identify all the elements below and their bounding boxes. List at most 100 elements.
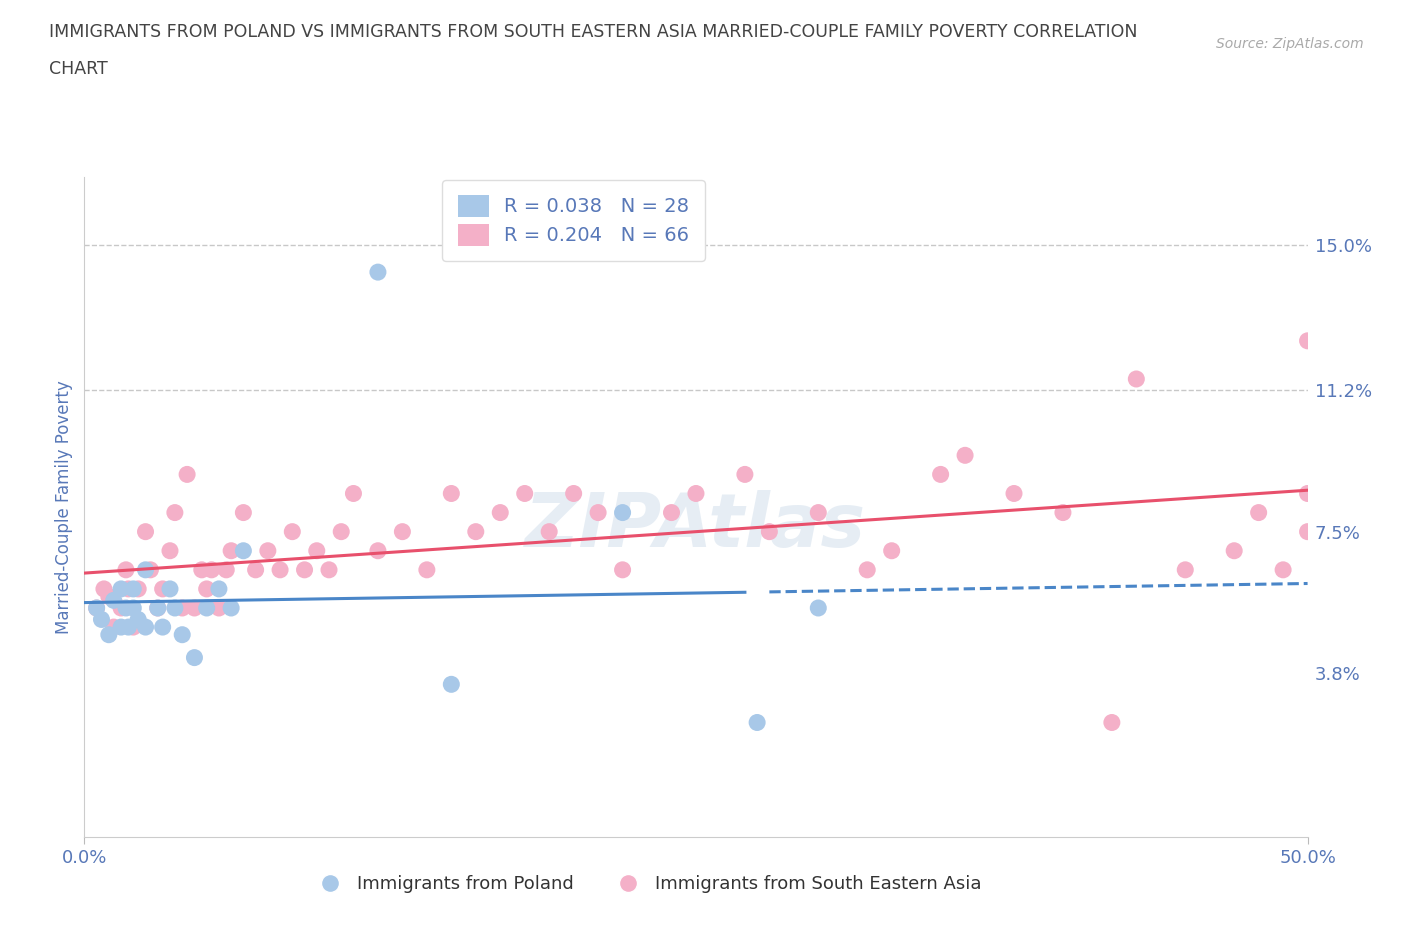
Point <box>159 581 181 596</box>
Point <box>538 525 561 539</box>
Point <box>232 543 254 558</box>
Point <box>110 619 132 634</box>
Point <box>612 505 634 520</box>
Point <box>172 601 194 616</box>
Point <box>139 563 162 578</box>
Point <box>115 563 138 578</box>
Point <box>747 715 769 730</box>
Point <box>195 581 218 596</box>
Point <box>110 581 132 596</box>
Point <box>97 627 120 642</box>
Point <box>281 525 304 539</box>
Point <box>440 486 463 501</box>
Point <box>562 486 585 501</box>
Point <box>1296 525 1319 539</box>
Point <box>86 601 108 616</box>
Text: CHART: CHART <box>49 60 108 78</box>
Point <box>219 543 242 558</box>
Point <box>163 505 186 520</box>
Point <box>97 589 120 604</box>
Point <box>1052 505 1074 520</box>
Point <box>318 563 340 578</box>
Point <box>191 563 214 578</box>
Point <box>1296 486 1319 501</box>
Point <box>416 563 439 578</box>
Point <box>146 601 169 616</box>
Point <box>176 467 198 482</box>
Point <box>110 601 132 616</box>
Point <box>367 265 389 280</box>
Point <box>90 612 112 627</box>
Point <box>929 467 952 482</box>
Point <box>245 563 267 578</box>
Point <box>215 563 238 578</box>
Point <box>195 601 218 616</box>
Point <box>115 601 138 616</box>
Point <box>127 612 149 627</box>
Point <box>734 467 756 482</box>
Point <box>86 601 108 616</box>
Point <box>93 581 115 596</box>
Point <box>513 486 536 501</box>
Point <box>880 543 903 558</box>
Point <box>103 619 125 634</box>
Point <box>152 619 174 634</box>
Point <box>135 619 157 634</box>
Point <box>200 563 222 578</box>
Point <box>152 581 174 596</box>
Point <box>219 601 242 616</box>
Point <box>163 601 186 616</box>
Text: ZIPAtlas: ZIPAtlas <box>526 490 866 564</box>
Point <box>440 677 463 692</box>
Point <box>807 601 830 616</box>
Point <box>953 448 976 463</box>
Point <box>208 581 231 596</box>
Point <box>612 563 634 578</box>
Point <box>1002 486 1025 501</box>
Point <box>294 563 316 578</box>
Point <box>172 627 194 642</box>
Point <box>117 619 139 634</box>
Y-axis label: Married-Couple Family Poverty: Married-Couple Family Poverty <box>55 380 73 633</box>
Point <box>391 525 413 539</box>
Point <box>122 601 145 616</box>
Point <box>1125 372 1147 387</box>
Text: IMMIGRANTS FROM POLAND VS IMMIGRANTS FROM SOUTH EASTERN ASIA MARRIED-COUPLE FAMI: IMMIGRANTS FROM POLAND VS IMMIGRANTS FRO… <box>49 23 1137 41</box>
Point <box>159 543 181 558</box>
Point <box>135 563 157 578</box>
Point <box>269 563 291 578</box>
Point <box>183 650 205 665</box>
Point <box>183 601 205 616</box>
Point <box>1309 467 1331 482</box>
Point <box>1296 333 1319 348</box>
Point <box>1247 505 1270 520</box>
Point <box>464 525 486 539</box>
Point <box>1174 563 1197 578</box>
Point <box>1101 715 1123 730</box>
Point <box>122 619 145 634</box>
Point <box>305 543 328 558</box>
Point <box>232 505 254 520</box>
Point <box>117 581 139 596</box>
Legend: Immigrants from Poland, Immigrants from South Eastern Asia: Immigrants from Poland, Immigrants from … <box>305 869 988 900</box>
Point <box>127 581 149 596</box>
Point <box>330 525 353 539</box>
Text: Source: ZipAtlas.com: Source: ZipAtlas.com <box>1216 37 1364 51</box>
Point <box>342 486 364 501</box>
Point <box>1223 543 1246 558</box>
Point <box>146 601 169 616</box>
Point <box>208 601 231 616</box>
Point <box>807 505 830 520</box>
Point <box>856 563 879 578</box>
Point <box>122 581 145 596</box>
Point <box>367 543 389 558</box>
Point <box>758 525 780 539</box>
Point <box>257 543 280 558</box>
Point <box>586 505 609 520</box>
Point <box>135 525 157 539</box>
Point <box>661 505 683 520</box>
Point <box>1272 563 1295 578</box>
Point <box>489 505 512 520</box>
Point <box>103 593 125 608</box>
Point <box>685 486 707 501</box>
